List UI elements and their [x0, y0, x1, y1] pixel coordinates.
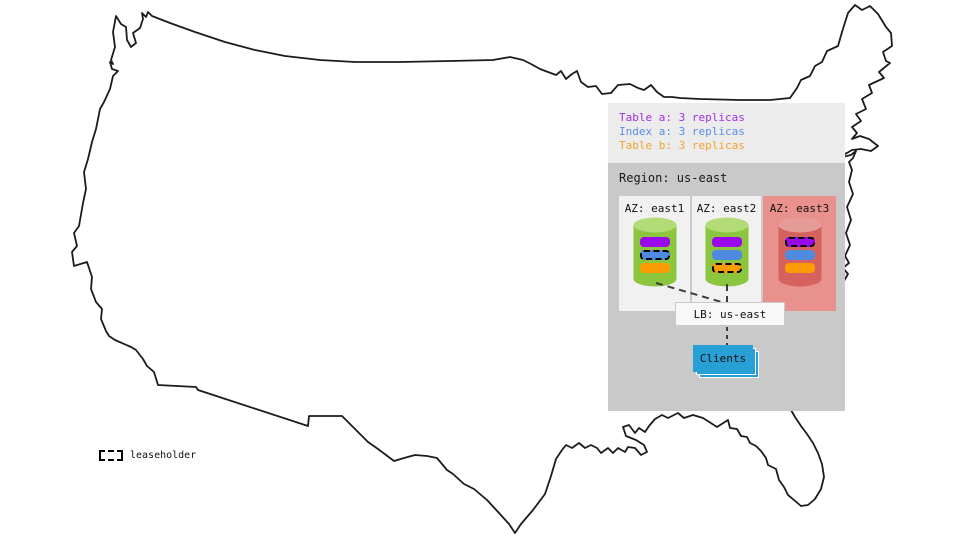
legend-item-table-a: Table a: 3 replicas	[619, 111, 745, 124]
legend-item-table-b: Table b: 3 replicas	[619, 139, 745, 152]
replica-bar-index-a-leaseholder	[639, 250, 670, 260]
replica-bar-table-a-leaseholder	[784, 237, 815, 247]
clients-label: Clients	[699, 352, 747, 365]
replica-bar-index-a	[784, 250, 815, 260]
replica-bar-table-b	[639, 263, 670, 273]
replica-bar-table-a	[711, 237, 742, 247]
us-outline-path	[71, 4, 893, 534]
legend-item-index-a: Index a: 3 replicas	[619, 125, 745, 138]
leaseholder-swatch-icon	[99, 450, 123, 461]
az-east2-label: AZ: east2	[696, 202, 757, 215]
region-title: Region: us-east	[619, 171, 728, 185]
replica-bar-table-a	[639, 237, 670, 247]
az-east3-box-failed: AZ: east3	[763, 196, 836, 311]
clients-face: Clients	[693, 345, 753, 372]
leaseholder-legend-label: leaseholder	[130, 450, 197, 461]
clients-box: Clients	[693, 345, 759, 378]
az-east3-label: AZ: east3	[769, 202, 830, 215]
replica-bar-index-a	[711, 250, 742, 260]
load-balancer-box: LB: us-east	[675, 302, 785, 326]
replica-bar-table-b-leaseholder	[711, 263, 742, 273]
az-east1-label: AZ: east1	[624, 202, 685, 215]
replica-legend: Table a: 3 replicas Index a: 3 replicas …	[608, 103, 845, 163]
az-east2-box: AZ: east2	[692, 196, 761, 311]
load-balancer-label: LB: us-east	[693, 307, 767, 321]
replica-bar-table-b	[784, 263, 815, 273]
az-east1-box: AZ: east1	[619, 196, 690, 311]
leaseholder-legend: leaseholder	[99, 450, 196, 461]
